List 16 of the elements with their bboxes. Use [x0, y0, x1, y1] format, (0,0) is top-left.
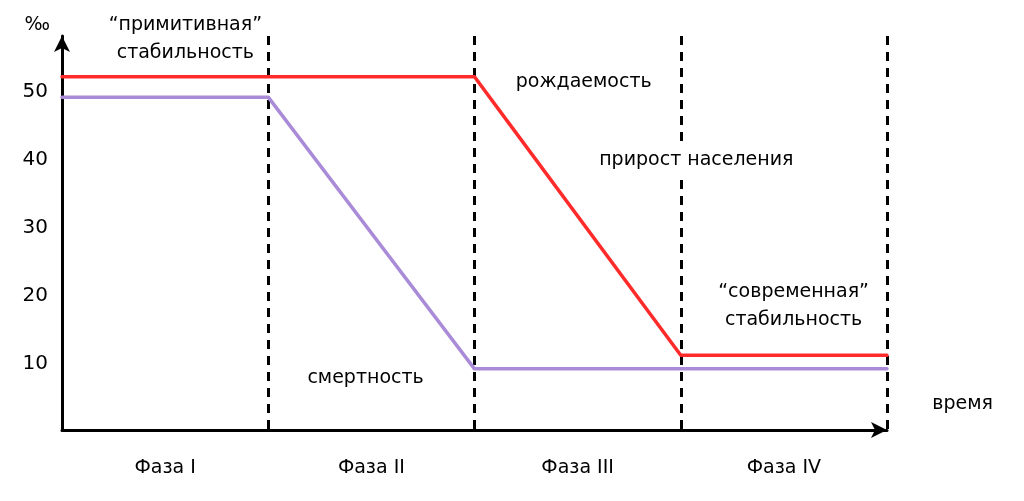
y-tick-label: 50: [22, 78, 48, 103]
y-axis-title: ‰: [24, 11, 50, 34]
y-tick-label: 10: [22, 350, 48, 375]
x-axis-title: время: [932, 391, 993, 414]
annotation: “современная” стабильность: [718, 279, 869, 330]
y-tick-label: 30: [22, 214, 48, 239]
x-tick-label: Фаза III: [541, 454, 614, 477]
annotation: “примитивная” стабильность: [108, 12, 262, 63]
x-tick-label: Фаза IV: [746, 454, 822, 477]
y-tick-label: 40: [22, 146, 48, 171]
annotation: рождаемость: [515, 69, 652, 92]
y-tick-label: 20: [22, 282, 48, 307]
x-tick-label: Фаза II: [337, 454, 405, 477]
annotation: прирост населения: [599, 146, 794, 169]
annotation: смертность: [307, 364, 424, 387]
x-tick-label: Фаза I: [134, 454, 196, 477]
